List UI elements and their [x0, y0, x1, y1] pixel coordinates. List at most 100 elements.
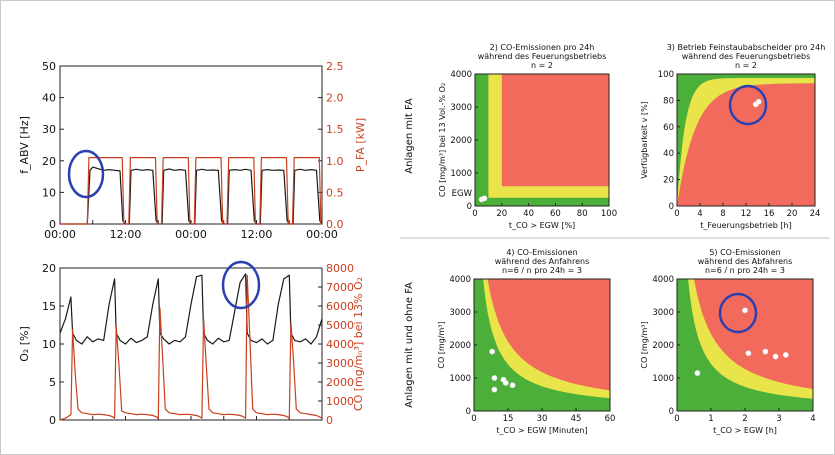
x-tick-label: 12:00: [241, 228, 273, 241]
data-point: [742, 307, 748, 314]
region-panel-p6: 0 1000 2000 3000 4000 0 1 2 3 4 5) CO-Emissionenwä…: [640, 248, 816, 435]
y-axis-label-left: O₂ [%]: [18, 326, 31, 362]
y-tick-label-left: 15: [42, 300, 56, 313]
data-point: [502, 380, 509, 386]
series-line-0: [60, 166, 323, 225]
highlight-circle: [67, 149, 105, 199]
data-point: [509, 382, 516, 389]
data-point: [762, 348, 769, 355]
y-tick-label: 40: [663, 149, 674, 159]
x-tick-label: 20: [496, 209, 507, 219]
y-tick-label-right: 2.0: [326, 92, 344, 105]
x-tick-label: 45: [571, 414, 582, 424]
x-tick-label: 60: [550, 209, 561, 219]
x-tick-label: 0: [674, 209, 679, 219]
y-axis-label-right: CO [mg/mₙ³] bei 13% O₂: [352, 277, 365, 411]
y-tick-label: 1000: [449, 374, 471, 384]
y-tick-label: 0: [669, 407, 674, 417]
y-tick-label-left: 40: [42, 92, 56, 105]
y-tick-label-left: 0: [49, 218, 56, 231]
x-tick-label: 3: [776, 414, 781, 424]
panel-title-line: n=6 / n pro 24h = 3: [502, 266, 582, 275]
series-line-1: [60, 157, 322, 225]
plot-area: [59, 65, 323, 225]
highlight-circle: [718, 292, 758, 334]
y-tick-label-left: 10: [42, 186, 56, 199]
y-tick-label-right: 0: [326, 414, 333, 427]
panel-title-line: n = 2: [531, 61, 553, 70]
region-panel-p5: 0 1000 2000 3000 4000 0 15 30 45 60 4) CO-Emission…: [437, 248, 615, 435]
x-tick-label: 0: [471, 414, 476, 424]
side-label-bottom: Anlagen mit und ohne FA: [404, 282, 415, 408]
highlight-circle: [728, 84, 768, 126]
y-axis-label-right: P_FA [kW]: [354, 118, 367, 172]
panel-title-line: n=6 / n pro 24h = 3: [705, 266, 785, 275]
x-tick-label: 4: [810, 414, 815, 424]
highlight-circle: [221, 260, 261, 310]
y-tick-label-right: 0.0: [326, 218, 344, 231]
x-tick-label: 60: [605, 414, 616, 424]
x-tick-label: 12:00: [110, 228, 142, 241]
x-tick-label: 2: [742, 414, 747, 424]
x-tick-label: 20: [787, 209, 798, 219]
x-axis-label: t_CO > EGW [h]: [713, 426, 777, 435]
panel-title-line: 2) CO-Emissionen pro 24h: [490, 43, 595, 52]
y-tick-label: 80: [663, 96, 674, 106]
data-point: [755, 98, 762, 105]
y-tick-label-right: 7000: [326, 281, 354, 294]
panel-title-line: 4) CO-Emissionen: [506, 248, 577, 257]
x-tick-label: 00:00: [44, 228, 76, 241]
x-tick-label: 100: [601, 209, 617, 219]
x-tick-label: 16: [764, 209, 775, 219]
y-tick-label-left: 20: [42, 262, 56, 275]
region-panel-p4: 0 20 40 60 80 100 0 4 8 12 16 20 24 3) Betrieb Feinst…: [640, 43, 825, 230]
y-tick-label: 4000: [652, 275, 674, 285]
y-tick-label-left: 5: [49, 376, 56, 389]
region-red: [501, 74, 609, 187]
x-tick-label: 4: [697, 209, 702, 219]
y-axis-label: CO [mg/m³] bei 13 Vol.-% O₂: [438, 83, 447, 197]
x-tick-label: 1: [708, 414, 713, 424]
y-tick-label-right: 8000: [326, 262, 354, 275]
y-tick-label: 1000: [450, 169, 472, 179]
x-tick-label: 15: [503, 414, 514, 424]
y-tick-label-right: 2000: [326, 376, 354, 389]
data-point: [491, 375, 498, 381]
data-point: [772, 353, 779, 360]
side-label-top: Anlagen mit FA: [404, 98, 415, 174]
y-tick-label: 1000: [652, 374, 674, 384]
region-red: [487, 279, 610, 391]
x-axis-label: t_Feuerungsbetrieb [h]: [700, 221, 791, 230]
y-tick-label: 4000: [449, 275, 471, 285]
panel-title-line: während des Feuerungsbetriebs: [478, 52, 607, 61]
y-tick-label: 0: [669, 202, 674, 212]
y-tick-label-right: 3000: [326, 357, 354, 370]
panel-title-line: 5) CO-Emissionen: [709, 248, 780, 257]
y-tick-label-right: 1.5: [326, 123, 344, 136]
y-tick-label-left: 20: [42, 155, 56, 168]
y-tick-label: 3000: [652, 308, 674, 318]
x-tick-label: 12: [741, 209, 752, 219]
region-red: [677, 83, 815, 206]
y-tick-label-left: 50: [42, 60, 56, 73]
data-point: [694, 370, 701, 376]
panel-title-line: während des Abfahrens: [698, 257, 793, 266]
data-point: [489, 348, 496, 355]
y-tick-label: 60: [663, 123, 674, 133]
panel-title-line: 3) Betrieb Feinstaubabscheider pro 24h: [667, 43, 826, 52]
x-tick-label: 24: [810, 209, 821, 219]
series-line-0: [59, 273, 323, 345]
y-tick-label: 20: [663, 176, 674, 186]
y-tick-label-right: 5000: [326, 319, 354, 332]
x-tick-label: 00:00: [175, 228, 207, 241]
y-tick-label-right: 6000: [326, 300, 354, 313]
y-tick-label: 4000: [450, 70, 472, 80]
x-axis-label: t_CO > EGW [Minuten]: [496, 426, 587, 435]
y-tick-label: 3000: [449, 308, 471, 318]
y-tick-label: 2000: [652, 341, 674, 351]
x-tick-label: 40: [523, 209, 534, 219]
panel-title-line: während des Feuerungsbetriebs: [682, 52, 811, 61]
y-tick-label: 0: [467, 202, 472, 212]
panel-title-line: n = 2: [735, 61, 757, 70]
